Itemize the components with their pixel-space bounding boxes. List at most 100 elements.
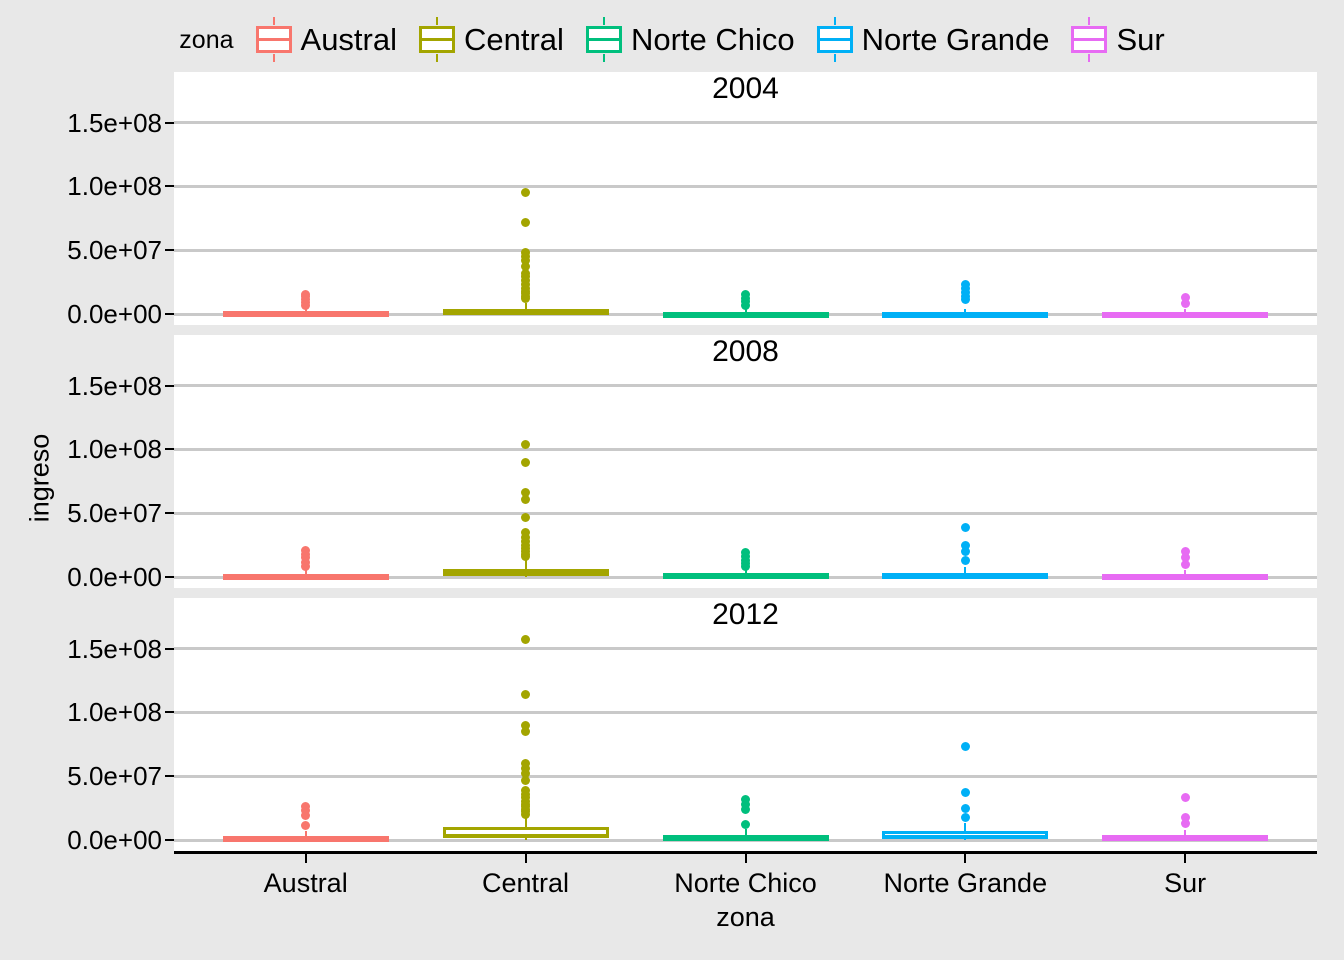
outlier-point bbox=[741, 799, 750, 809]
outlier-point bbox=[1180, 298, 1190, 308]
outlier-point bbox=[301, 557, 311, 567]
gridline bbox=[174, 710, 1317, 714]
boxplot-whisker-upper bbox=[1184, 569, 1187, 574]
legend-key-whisker-top bbox=[436, 17, 438, 25]
x-tick-label: Austral bbox=[263, 868, 348, 898]
y-tick-mark bbox=[165, 448, 174, 451]
legend-title: zona bbox=[179, 25, 234, 54]
legend-key-whisker-bottom bbox=[272, 54, 275, 62]
outlier-point bbox=[1180, 546, 1190, 556]
legend-key-whisker-bottom bbox=[1088, 54, 1091, 62]
y-tick-label: 1.5e+08 bbox=[67, 633, 162, 664]
y-tick-mark bbox=[165, 775, 174, 778]
outlier-point bbox=[301, 811, 311, 821]
y-tick-label: 5.0e+07 bbox=[67, 498, 162, 529]
boxplot-median bbox=[442, 572, 609, 576]
boxplot-whisker-upper bbox=[744, 829, 747, 835]
boxplot-median bbox=[662, 312, 829, 316]
y-tick-label: 1.0e+08 bbox=[67, 171, 162, 202]
boxplot-median bbox=[442, 309, 609, 313]
boxplot-key-icon bbox=[816, 17, 853, 63]
boxplot-median bbox=[222, 836, 389, 840]
y-tick-label: 5.0e+07 bbox=[67, 235, 162, 266]
outlier-point bbox=[521, 727, 530, 737]
x-axis-line bbox=[174, 851, 1317, 854]
legend-item-austral: Austral bbox=[255, 17, 397, 63]
outlier-point bbox=[960, 522, 970, 532]
y-tick-mark bbox=[165, 313, 174, 315]
boxplot-whisker-upper bbox=[964, 823, 967, 832]
boxplot-whisker-upper bbox=[964, 308, 967, 312]
outlier-point bbox=[521, 439, 530, 449]
legend-item-norte-chico: Norte Chico bbox=[585, 17, 795, 63]
gridline bbox=[174, 184, 1317, 188]
y-tick-label: 1.0e+08 bbox=[67, 434, 162, 465]
y-tick-label: 1.5e+08 bbox=[67, 370, 162, 401]
outlier-point bbox=[521, 494, 530, 504]
gridline bbox=[174, 647, 1317, 651]
gridline bbox=[174, 384, 1317, 388]
y-tick-label: 0.0e+00 bbox=[67, 825, 162, 855]
outlier-point bbox=[521, 764, 530, 774]
facet-panel-2004 bbox=[174, 105, 1317, 325]
y-tick-mark bbox=[165, 711, 174, 714]
boxplot-median bbox=[1102, 836, 1269, 840]
boxplot-whisker-lower bbox=[524, 576, 527, 577]
y-tick-mark bbox=[165, 384, 174, 387]
outlier-point bbox=[521, 635, 530, 645]
outlier-point bbox=[1180, 812, 1190, 822]
outlier-point bbox=[521, 512, 530, 522]
gridline bbox=[174, 447, 1317, 451]
outlier-point bbox=[521, 248, 530, 258]
facet-strip-label: 2004 bbox=[174, 72, 1317, 105]
outlier-point bbox=[960, 280, 970, 290]
outlier-point bbox=[521, 488, 530, 498]
outlier-point bbox=[521, 775, 530, 785]
outlier-point bbox=[741, 804, 750, 814]
outlier-point bbox=[1180, 818, 1190, 828]
x-tick-mark bbox=[1184, 854, 1187, 863]
y-tick-label: 1.0e+08 bbox=[67, 697, 162, 728]
boxplot-key-icon bbox=[585, 17, 622, 63]
y-tick-label: 1.5e+08 bbox=[67, 107, 162, 138]
boxplot-whisker-upper bbox=[304, 308, 307, 312]
outlier-point bbox=[741, 794, 750, 804]
x-axis-title: zona bbox=[716, 902, 775, 932]
gridline bbox=[174, 511, 1317, 515]
x-tick-mark bbox=[304, 854, 307, 863]
x-tick-label: Central bbox=[481, 868, 570, 898]
facet-panel-2012 bbox=[174, 631, 1317, 851]
legend-label: Norte Chico bbox=[630, 22, 795, 57]
outlier-point bbox=[960, 546, 970, 556]
legend-key-median bbox=[816, 38, 853, 41]
outlier-point bbox=[741, 290, 750, 300]
legend-key-whisker-top bbox=[272, 17, 275, 25]
outlier-point bbox=[521, 720, 530, 730]
y-tick-mark bbox=[165, 185, 174, 188]
boxplot-median bbox=[1102, 312, 1269, 316]
outlier-point bbox=[521, 690, 530, 700]
boxplot-whisker-upper bbox=[524, 302, 527, 309]
outlier-point bbox=[1180, 292, 1190, 302]
legend-key-median bbox=[1071, 38, 1108, 41]
boxplot-median bbox=[222, 574, 389, 578]
legend-item-sur: Sur bbox=[1071, 17, 1165, 63]
boxplot-median bbox=[662, 574, 829, 578]
outlier-point bbox=[1180, 553, 1190, 563]
boxplot-whisker-upper bbox=[304, 570, 307, 574]
x-tick-mark bbox=[744, 854, 747, 863]
legend-key-whisker-top bbox=[602, 17, 605, 25]
outlier-point bbox=[521, 785, 530, 795]
legend: zona Austral Central Norte Chico Norte Gran… bbox=[0, 14, 1344, 66]
x-tick-label: Norte Grande bbox=[883, 868, 1048, 898]
legend-item-norte-grande: Norte Grande bbox=[816, 17, 1049, 63]
facet-strip-label: 2008 bbox=[174, 335, 1317, 368]
outlier-point bbox=[521, 527, 530, 537]
outlier-point bbox=[960, 555, 970, 565]
x-tick-label: Norte Chico bbox=[674, 868, 817, 898]
boxplot-whisker-lower bbox=[964, 839, 967, 840]
facet-panel-2008 bbox=[174, 368, 1317, 588]
gridline bbox=[174, 121, 1317, 125]
outlier-point bbox=[301, 802, 311, 812]
